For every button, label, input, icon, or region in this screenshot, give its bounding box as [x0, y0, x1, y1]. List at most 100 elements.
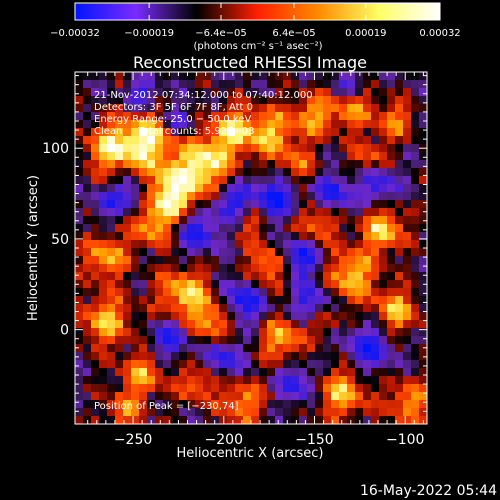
heatmap-cell [307, 216, 316, 225]
heatmap-cell [291, 320, 300, 329]
heatmap-cell [267, 400, 276, 409]
heatmap-cell [259, 344, 268, 353]
heatmap-cell [211, 136, 220, 145]
heatmap-cell [291, 344, 300, 353]
heatmap-cell [371, 368, 380, 377]
colorbar-bar [74, 2, 441, 21]
heatmap-cell [363, 168, 372, 177]
heatmap-cell [363, 272, 372, 281]
heatmap-cell [371, 312, 380, 321]
heatmap-cell [131, 72, 140, 81]
heatmap-cell [219, 288, 228, 297]
heatmap-cell [179, 88, 188, 97]
heatmap-cell [227, 72, 236, 81]
heatmap-cell [411, 320, 420, 329]
heatmap-cell [299, 328, 308, 337]
heatmap-cell [155, 392, 164, 401]
heatmap-cell [259, 280, 268, 289]
heatmap-cell [251, 320, 260, 329]
heatmap-cell [291, 288, 300, 297]
heatmap-cell [219, 120, 228, 129]
heatmap-cell [211, 408, 220, 417]
heatmap-cell [339, 232, 348, 241]
heatmap-cell [331, 88, 340, 97]
heatmap-cell [395, 80, 404, 89]
heatmap-cell [99, 320, 108, 329]
heatmap-cell [219, 232, 228, 241]
heatmap-cell [419, 296, 427, 305]
heatmap-cell [267, 240, 276, 249]
heatmap-cell [395, 152, 404, 161]
heatmap-cell [195, 408, 204, 417]
heatmap-cell [363, 192, 372, 201]
heatmap-cell [99, 392, 108, 401]
heatmap-cell [235, 216, 244, 225]
heatmap-cell [203, 344, 212, 353]
heatmap-cell [307, 208, 316, 217]
heatmap-cell [227, 232, 236, 241]
heatmap-cell [339, 88, 348, 97]
heatmap-cell [275, 264, 284, 273]
heatmap-cell [179, 280, 188, 289]
heatmap-cell [259, 240, 268, 249]
heatmap-cell [91, 336, 100, 345]
heatmap-cell [331, 384, 340, 393]
heatmap-cell [331, 224, 340, 233]
heatmap-cell [115, 344, 124, 353]
heatmap-cell [203, 336, 212, 345]
heatmap-cell [307, 224, 316, 233]
heatmap-cell [211, 336, 220, 345]
heatmap-cell [179, 176, 188, 185]
heatmap-cell [227, 376, 236, 385]
heatmap-cell [267, 200, 276, 209]
heatmap-cell [179, 400, 188, 409]
heatmap-cell [379, 256, 388, 265]
heatmap-cell [267, 408, 276, 417]
heatmap-cell [395, 248, 404, 257]
heatmap-cell [243, 360, 252, 369]
heatmap-cell [403, 248, 412, 257]
heatmap-cell [203, 128, 212, 137]
heatmap-cell [251, 128, 260, 137]
heatmap-cell [323, 248, 332, 257]
heatmap-cell [323, 160, 332, 169]
heatmap-cell [75, 328, 84, 337]
heatmap-cell [147, 96, 156, 105]
heatmap-cell [195, 224, 204, 233]
heatmap-cell [379, 240, 388, 249]
heatmap-cell [219, 208, 228, 217]
heatmap-cell [99, 144, 108, 153]
heatmap-cell [363, 224, 372, 233]
heatmap-cell [291, 392, 300, 401]
heatmap-cell [99, 112, 108, 121]
heatmap-cell [283, 80, 292, 89]
heatmap-cell [379, 192, 388, 201]
heatmap-cell [403, 256, 412, 265]
heatmap-cell [251, 296, 260, 305]
heatmap-cell [155, 104, 164, 113]
heatmap-cell [171, 128, 180, 137]
heatmap-cell [187, 264, 196, 273]
heatmap-cell [195, 80, 204, 89]
heatmap-cell [283, 176, 292, 185]
heatmap-cell [195, 288, 204, 297]
heatmap-cell [115, 368, 124, 377]
heatmap-cell [347, 184, 356, 193]
heatmap-cell [387, 80, 396, 89]
heatmap-cell [267, 248, 276, 257]
heatmap-cell [331, 392, 340, 401]
heatmap-cell [347, 128, 356, 137]
heatmap-cell [227, 224, 236, 233]
heatmap-cell [179, 224, 188, 233]
heatmap-cell [235, 192, 244, 201]
heatmap-cell [339, 200, 348, 209]
heatmap-cell [291, 224, 300, 233]
heatmap-cell [155, 296, 164, 305]
heatmap-cell [371, 344, 380, 353]
heatmap-cell [75, 72, 84, 81]
heatmap-cell [251, 144, 260, 153]
heatmap-cell [347, 264, 356, 273]
colorbar: −0.00032 −0.00019 −6.4e−05 6.4e−05 0.00019 0.… [50, 2, 461, 52]
heatmap-cell [147, 224, 156, 233]
heatmap-cell [395, 312, 404, 321]
